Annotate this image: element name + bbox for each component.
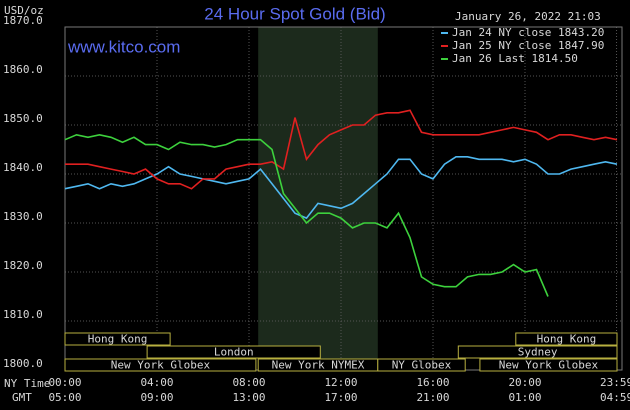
x2-tick-label: 13:00 [232,391,265,404]
x2-axis-label: GMT [12,391,32,404]
x-tick-label: 12:00 [324,376,357,389]
session-label: Hong Kong [88,333,148,346]
session-label: New York NYMEX [272,359,365,372]
x-axis-label: NY Time [4,377,50,390]
x-tick-label: 20:00 [508,376,541,389]
x2-tick-label: 04:59 [600,391,630,404]
x-tick-label: 23:59 [600,376,630,389]
session-label: Hong Kong [537,333,597,346]
legend-label: Jan 25 NY close 1847.90 [452,39,604,52]
session-bar [515,332,618,346]
x2-tick-label: 01:00 [508,391,541,404]
session-bar [146,345,321,359]
watermark: www.kitco.com [67,37,180,56]
y-tick-label: 1830.0 [3,210,43,223]
x2-tick-label: 21:00 [416,391,449,404]
x-tick-label: 04:00 [140,376,173,389]
series-line [64,156,618,220]
x2-tick-label: 05:00 [48,391,81,404]
chart-title: 24 Hour Spot Gold (Bid) [204,4,385,23]
session-label: Sydney [518,346,558,359]
x-tick-label: 16:00 [416,376,449,389]
session-label: London [214,346,254,359]
session-label: New York Globex [111,359,211,372]
y-tick-label: 1850.0 [3,112,43,125]
session-bar [479,358,618,372]
y-tick-label: 1860.0 [3,63,43,76]
session-bar [457,345,618,359]
legend-label: Jan 26 Last 1814.50 [452,52,578,65]
session-bar [377,358,466,372]
series-line [64,133,549,297]
y-tick-label: 1840.0 [3,161,43,174]
session-label: NY Globex [392,359,452,372]
y-tick-label: 1810.0 [3,308,43,321]
session-shade [258,27,378,370]
y-tick-label: 1870.0 [3,14,43,27]
x-tick-label: 08:00 [232,376,265,389]
y-tick-label: 1820.0 [3,259,43,272]
x2-tick-label: 17:00 [324,391,357,404]
timestamp: January 26, 2022 21:03 [455,10,601,23]
unit-label: USD/oz [4,4,44,17]
session-label: New York Globex [499,359,599,372]
x2-tick-label: 09:00 [140,391,173,404]
y-tick-label: 1800.0 [3,357,43,370]
series-line [65,109,618,190]
x-tick-label: 00:00 [48,376,81,389]
session-bar [64,358,257,372]
legend-label: Jan 24 NY close 1843.20 [452,26,604,39]
session-bar [64,332,171,346]
